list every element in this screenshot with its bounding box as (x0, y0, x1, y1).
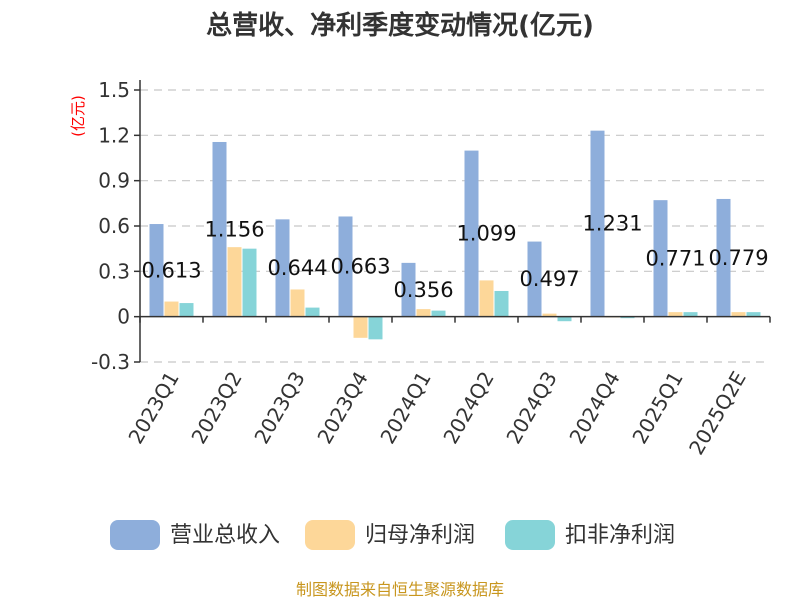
data-label: 0.663 (330, 255, 390, 279)
x-tick-label: 2024Q3 (501, 367, 561, 448)
data-label: 1.156 (204, 217, 264, 241)
y-axis-unit: (亿元) (69, 95, 87, 137)
bar (416, 309, 431, 317)
bar (227, 247, 242, 317)
x-tick-label: 2023Q2 (186, 367, 246, 448)
y-tick-label: 1.5 (98, 78, 130, 102)
y-tick-label: 0.9 (98, 169, 130, 193)
bar (431, 310, 446, 317)
y-tick-label: 1.2 (98, 123, 130, 147)
y-tick-label: -0.3 (91, 350, 130, 374)
y-tick-label: 0 (117, 305, 130, 329)
data-label: 1.231 (582, 212, 642, 236)
bar (557, 316, 572, 322)
x-tick-label: 2025Q2E (684, 367, 751, 459)
bar (401, 262, 416, 317)
x-tick-label: 2023Q1 (123, 367, 183, 448)
bar (716, 198, 731, 317)
data-label: 0.613 (141, 258, 201, 282)
bar (494, 290, 509, 317)
bar (746, 312, 761, 317)
bar (305, 307, 320, 317)
bar (542, 313, 557, 317)
bar (653, 200, 668, 317)
bar (464, 150, 479, 317)
source-note: 制图数据来自恒生聚源数据库 (296, 580, 504, 599)
bar (290, 289, 305, 317)
bar (149, 224, 164, 317)
bar (620, 316, 635, 319)
chart-title: 总营收、净利季度变动情况(亿元) (206, 10, 594, 41)
bar (668, 312, 683, 317)
data-label: 0.644 (267, 256, 327, 280)
bar (164, 301, 179, 317)
legend-swatch (110, 520, 160, 550)
y-tick-label: 0.6 (98, 214, 130, 238)
data-label: 0.779 (708, 246, 768, 270)
data-label: 1.099 (456, 222, 516, 246)
x-tick-label: 2024Q4 (564, 367, 624, 448)
x-tick-label: 2025Q1 (627, 367, 687, 448)
x-tick-label: 2024Q2 (438, 367, 498, 448)
bar (338, 216, 353, 317)
y-tick-label: 0.3 (98, 259, 130, 283)
bar (179, 303, 194, 317)
data-label: 0.771 (645, 246, 705, 270)
legend-label: 归母净利润 (365, 523, 475, 548)
bar (683, 312, 698, 317)
bar (353, 316, 368, 338)
bar (527, 241, 542, 317)
data-label: 0.356 (393, 278, 453, 302)
bar (731, 312, 746, 317)
legend-swatch (505, 520, 555, 550)
bars (149, 130, 761, 340)
legend-label: 扣非净利润 (565, 523, 675, 548)
bar (590, 130, 605, 317)
bar (275, 219, 290, 317)
legend: 营业总收入 归母净利润 扣非净利润 (110, 520, 675, 550)
x-tick-label: 2023Q4 (312, 367, 372, 448)
bar (479, 280, 494, 317)
data-label: 0.497 (519, 267, 579, 291)
legend-label: 营业总收入 (170, 523, 280, 548)
bar (368, 316, 383, 340)
legend-swatch (305, 520, 355, 550)
x-tick-label: 2023Q3 (249, 367, 309, 448)
x-tick-label: 2024Q1 (375, 367, 435, 448)
bar (212, 141, 227, 317)
bar (242, 248, 257, 317)
